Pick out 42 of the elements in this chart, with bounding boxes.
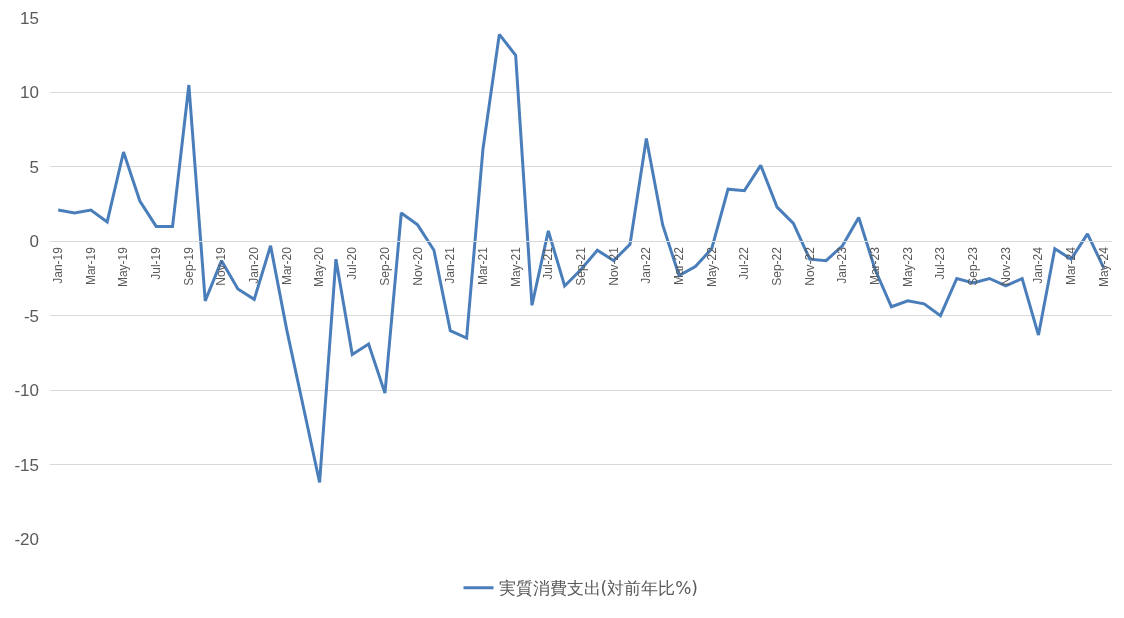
x-tick-label: Jan-22 [639, 246, 654, 284]
x-tick-label: Jan-20 [247, 246, 262, 284]
x-tick-label: Nov-19 [214, 246, 229, 286]
x-tick-label: Sep-20 [377, 246, 392, 286]
x-tick-label: Sep-23 [966, 246, 981, 286]
x-tick-label: May-23 [900, 246, 915, 288]
x-tick-label: Nov-21 [606, 246, 621, 286]
x-tick-label: Jan-24 [1031, 246, 1046, 284]
y-tick-label: 15 [20, 8, 39, 28]
x-tick-label: Nov-20 [410, 246, 425, 286]
x-tick-label: Mar-19 [83, 246, 98, 286]
x-tick-label: Mar-24 [1064, 246, 1079, 286]
y-tick-label: -15 [14, 455, 39, 475]
y-tick-label: 10 [20, 83, 39, 103]
x-tick-label: Jul-21 [541, 246, 556, 280]
x-tick-label: Jan-23 [835, 246, 850, 284]
y-tick-label: 5 [29, 157, 39, 177]
x-tick-label: Jan-19 [51, 246, 66, 284]
x-tick-label: Jul-19 [149, 246, 164, 280]
y-tick-label: 0 [29, 232, 39, 252]
x-tick-label: Mar-22 [671, 246, 686, 286]
x-tick-label: Jul-20 [345, 246, 360, 280]
legend-label: 実質消費支出(対前年比%) [498, 578, 698, 599]
y-tick-label: -20 [14, 529, 39, 549]
x-tick-label: Nov-22 [802, 246, 817, 286]
x-tick-label: May-22 [704, 246, 719, 288]
x-tick-label: May-19 [116, 246, 131, 288]
x-tick-label: Mar-23 [867, 246, 882, 286]
x-tick-label: May-21 [508, 246, 523, 288]
y-tick-label: -5 [23, 306, 39, 326]
x-tick-label: Sep-22 [769, 246, 784, 286]
x-tick-label: May-24 [1096, 246, 1111, 288]
x-tick-label: Jul-23 [933, 246, 948, 280]
x-tick-label: Jan-21 [443, 246, 458, 284]
x-tick-label: Sep-21 [573, 246, 588, 286]
x-tick-label: Nov-23 [998, 246, 1013, 286]
x-tick-label: Mar-21 [475, 246, 490, 286]
x-tick-label: Mar-20 [279, 246, 294, 286]
x-tick-label: Jul-22 [737, 246, 752, 280]
y-tick-label: -10 [14, 381, 39, 401]
x-tick-label: Sep-19 [181, 246, 196, 286]
x-tick-label: May-20 [312, 246, 327, 288]
